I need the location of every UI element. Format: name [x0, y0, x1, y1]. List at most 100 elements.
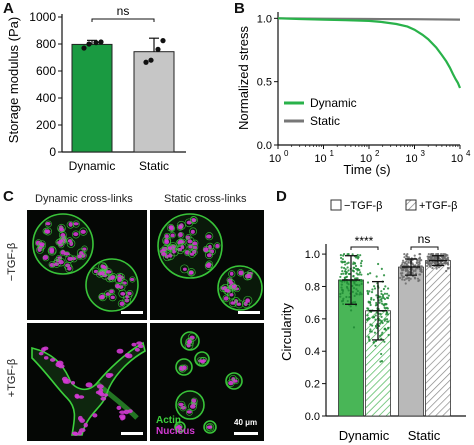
d-data-point — [345, 271, 348, 274]
d-data-point — [381, 331, 384, 334]
d-data-point — [413, 276, 416, 279]
d-data-point — [402, 267, 405, 270]
nucleus — [122, 281, 127, 285]
d-data-point — [374, 325, 378, 328]
d-data-point — [383, 302, 387, 306]
nucleus — [182, 267, 187, 271]
d-data-point — [366, 314, 369, 317]
nucleus — [186, 220, 192, 225]
cell-outline — [185, 236, 195, 246]
d-data-point — [340, 266, 343, 269]
nucleus — [167, 246, 172, 251]
d-data-point — [402, 275, 406, 278]
cell-outline — [205, 260, 214, 269]
d-significance-dynamic: **** — [355, 234, 374, 248]
d-data-point — [401, 259, 405, 262]
cell-outline — [223, 287, 231, 295]
cell-outline — [98, 293, 106, 301]
scale-bar — [121, 432, 143, 435]
d-data-point — [381, 293, 385, 297]
c-nucleus-label: Nucleus — [156, 426, 195, 437]
b-x-axis-label: Time (s) — [343, 162, 390, 177]
d-data-point — [352, 326, 356, 329]
nucleus — [134, 347, 140, 352]
nucleus — [172, 250, 176, 254]
d-data-point — [429, 261, 432, 265]
nucleus — [115, 283, 120, 289]
d-data-point — [385, 318, 389, 321]
nucleus — [45, 222, 51, 226]
d-y-axis-label: Circularity — [279, 303, 294, 361]
cell-outline — [205, 423, 213, 431]
d-data-point — [341, 258, 344, 261]
cell-outline — [179, 264, 189, 274]
d-data-point — [359, 262, 363, 265]
nucleus — [189, 252, 195, 256]
d-data-point — [345, 295, 348, 299]
nucleus — [206, 253, 212, 258]
d-category-dynamic: Dynamic — [339, 428, 390, 443]
nucleus — [100, 396, 107, 401]
d-data-point — [372, 340, 376, 344]
cell-outline — [166, 244, 173, 251]
a-data-point — [143, 59, 149, 65]
d-data-point — [343, 260, 346, 263]
d-data-point — [369, 303, 372, 307]
cell-outline — [229, 299, 238, 308]
d-data-point — [339, 279, 343, 282]
d-data-point — [346, 287, 349, 290]
d-data-point — [346, 266, 349, 269]
c-col-title-dynamic: Dynamic cross-links — [35, 193, 133, 205]
d-data-point — [342, 297, 345, 300]
d-data-point — [444, 258, 447, 261]
d-data-point — [435, 267, 438, 270]
nucleus — [187, 239, 193, 244]
a-bar-dynamic — [71, 43, 113, 153]
d-data-point — [404, 282, 407, 285]
d-data-point — [429, 256, 432, 259]
d-data-point — [374, 304, 378, 307]
cell-outline — [177, 231, 185, 239]
nucleus — [190, 404, 196, 409]
cell-outline — [214, 242, 221, 249]
d-data-point — [347, 289, 350, 292]
d-data-point — [401, 261, 404, 264]
cell-outline — [117, 299, 126, 308]
nucleus — [206, 234, 212, 239]
d-data-point — [380, 297, 383, 300]
d-data-point — [374, 344, 377, 347]
d-data-point — [344, 268, 347, 271]
d-data-point — [411, 263, 415, 266]
d-data-point — [355, 288, 358, 291]
cell-outline — [108, 274, 117, 283]
d-data-point — [353, 280, 356, 284]
d-data-point — [356, 289, 359, 293]
nucleus — [230, 301, 235, 305]
d-data-point — [385, 311, 389, 314]
c-row-label-plus: +TGF-β — [6, 358, 18, 398]
cell-outline — [205, 232, 214, 241]
d-data-point — [432, 252, 435, 256]
d-data-point — [367, 292, 370, 296]
d-data-point — [347, 269, 350, 272]
d-y-tick-label: 0.8 — [305, 281, 320, 293]
nucleus — [67, 239, 72, 243]
cell-outline — [198, 357, 208, 367]
d-data-point — [418, 264, 421, 267]
d-data-point — [372, 298, 375, 301]
nucleus — [123, 409, 130, 415]
nucleus — [63, 378, 71, 384]
d-data-point — [360, 293, 363, 296]
d-data-point — [387, 287, 390, 290]
b-y-axis-label: Normalized stress — [236, 25, 251, 130]
d-data-point — [427, 252, 430, 256]
d-data-point — [372, 285, 376, 288]
d-data-point — [403, 278, 406, 282]
nucleus — [106, 270, 112, 274]
cell-outline — [109, 273, 117, 281]
nucleus — [243, 301, 248, 307]
d-data-point — [360, 264, 363, 268]
nucleus — [58, 239, 63, 243]
nucleus — [245, 298, 251, 303]
d-data-point — [405, 260, 408, 263]
